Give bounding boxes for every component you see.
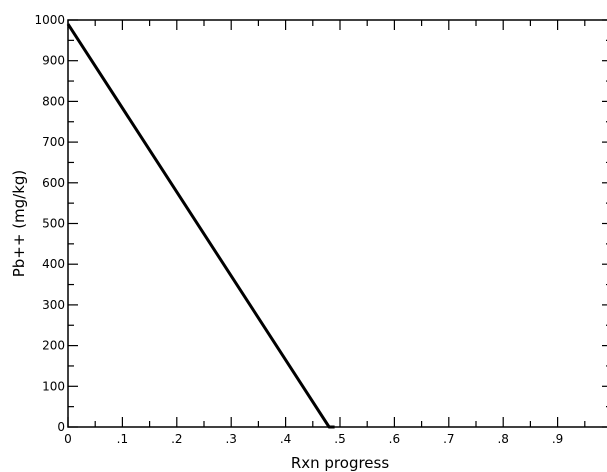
x-tick-label: .3 <box>225 432 236 446</box>
x-axis-title: Rxn progress <box>291 454 390 472</box>
y-tick-label: 800 <box>42 94 65 108</box>
tick-marks <box>67 19 607 428</box>
y-tick-label: 100 <box>42 379 65 393</box>
series-layer <box>66 23 335 429</box>
x-tick-label: 0 <box>64 432 72 446</box>
y-tick-label: 1000 <box>34 13 65 27</box>
x-tick-label: .5 <box>334 432 345 446</box>
y-tick-label: 600 <box>42 176 65 190</box>
plot-frame <box>67 19 607 428</box>
x-tick-label: .2 <box>171 432 182 446</box>
x-tick-label: .4 <box>280 432 291 446</box>
y-tick-label: 400 <box>42 257 65 271</box>
y-tick-label: 900 <box>42 54 65 68</box>
x-tick-label: .6 <box>389 432 400 446</box>
x-tick-label: .8 <box>497 432 508 446</box>
y-axis-tick-labels: 0 100 200 300 400 500 600 700 800 900 1000 <box>34 13 65 434</box>
y-axis-title: Pb++ (mg/kg) <box>10 170 28 278</box>
y-tick-label: 0 <box>57 420 65 434</box>
x-tick-label: .1 <box>117 432 128 446</box>
x-axis-tick-labels: 0.1.2.3.4.5.6.7.8.91 <box>64 432 563 446</box>
x-tick-label: .9 <box>552 432 563 446</box>
x-tick-label: .7 <box>443 432 454 446</box>
y-tick-label: 300 <box>42 298 65 312</box>
y-tick-label: 500 <box>42 217 65 231</box>
series-line <box>66 23 335 429</box>
y-tick-label: 700 <box>42 135 65 149</box>
y-tick-label: 200 <box>42 339 65 353</box>
